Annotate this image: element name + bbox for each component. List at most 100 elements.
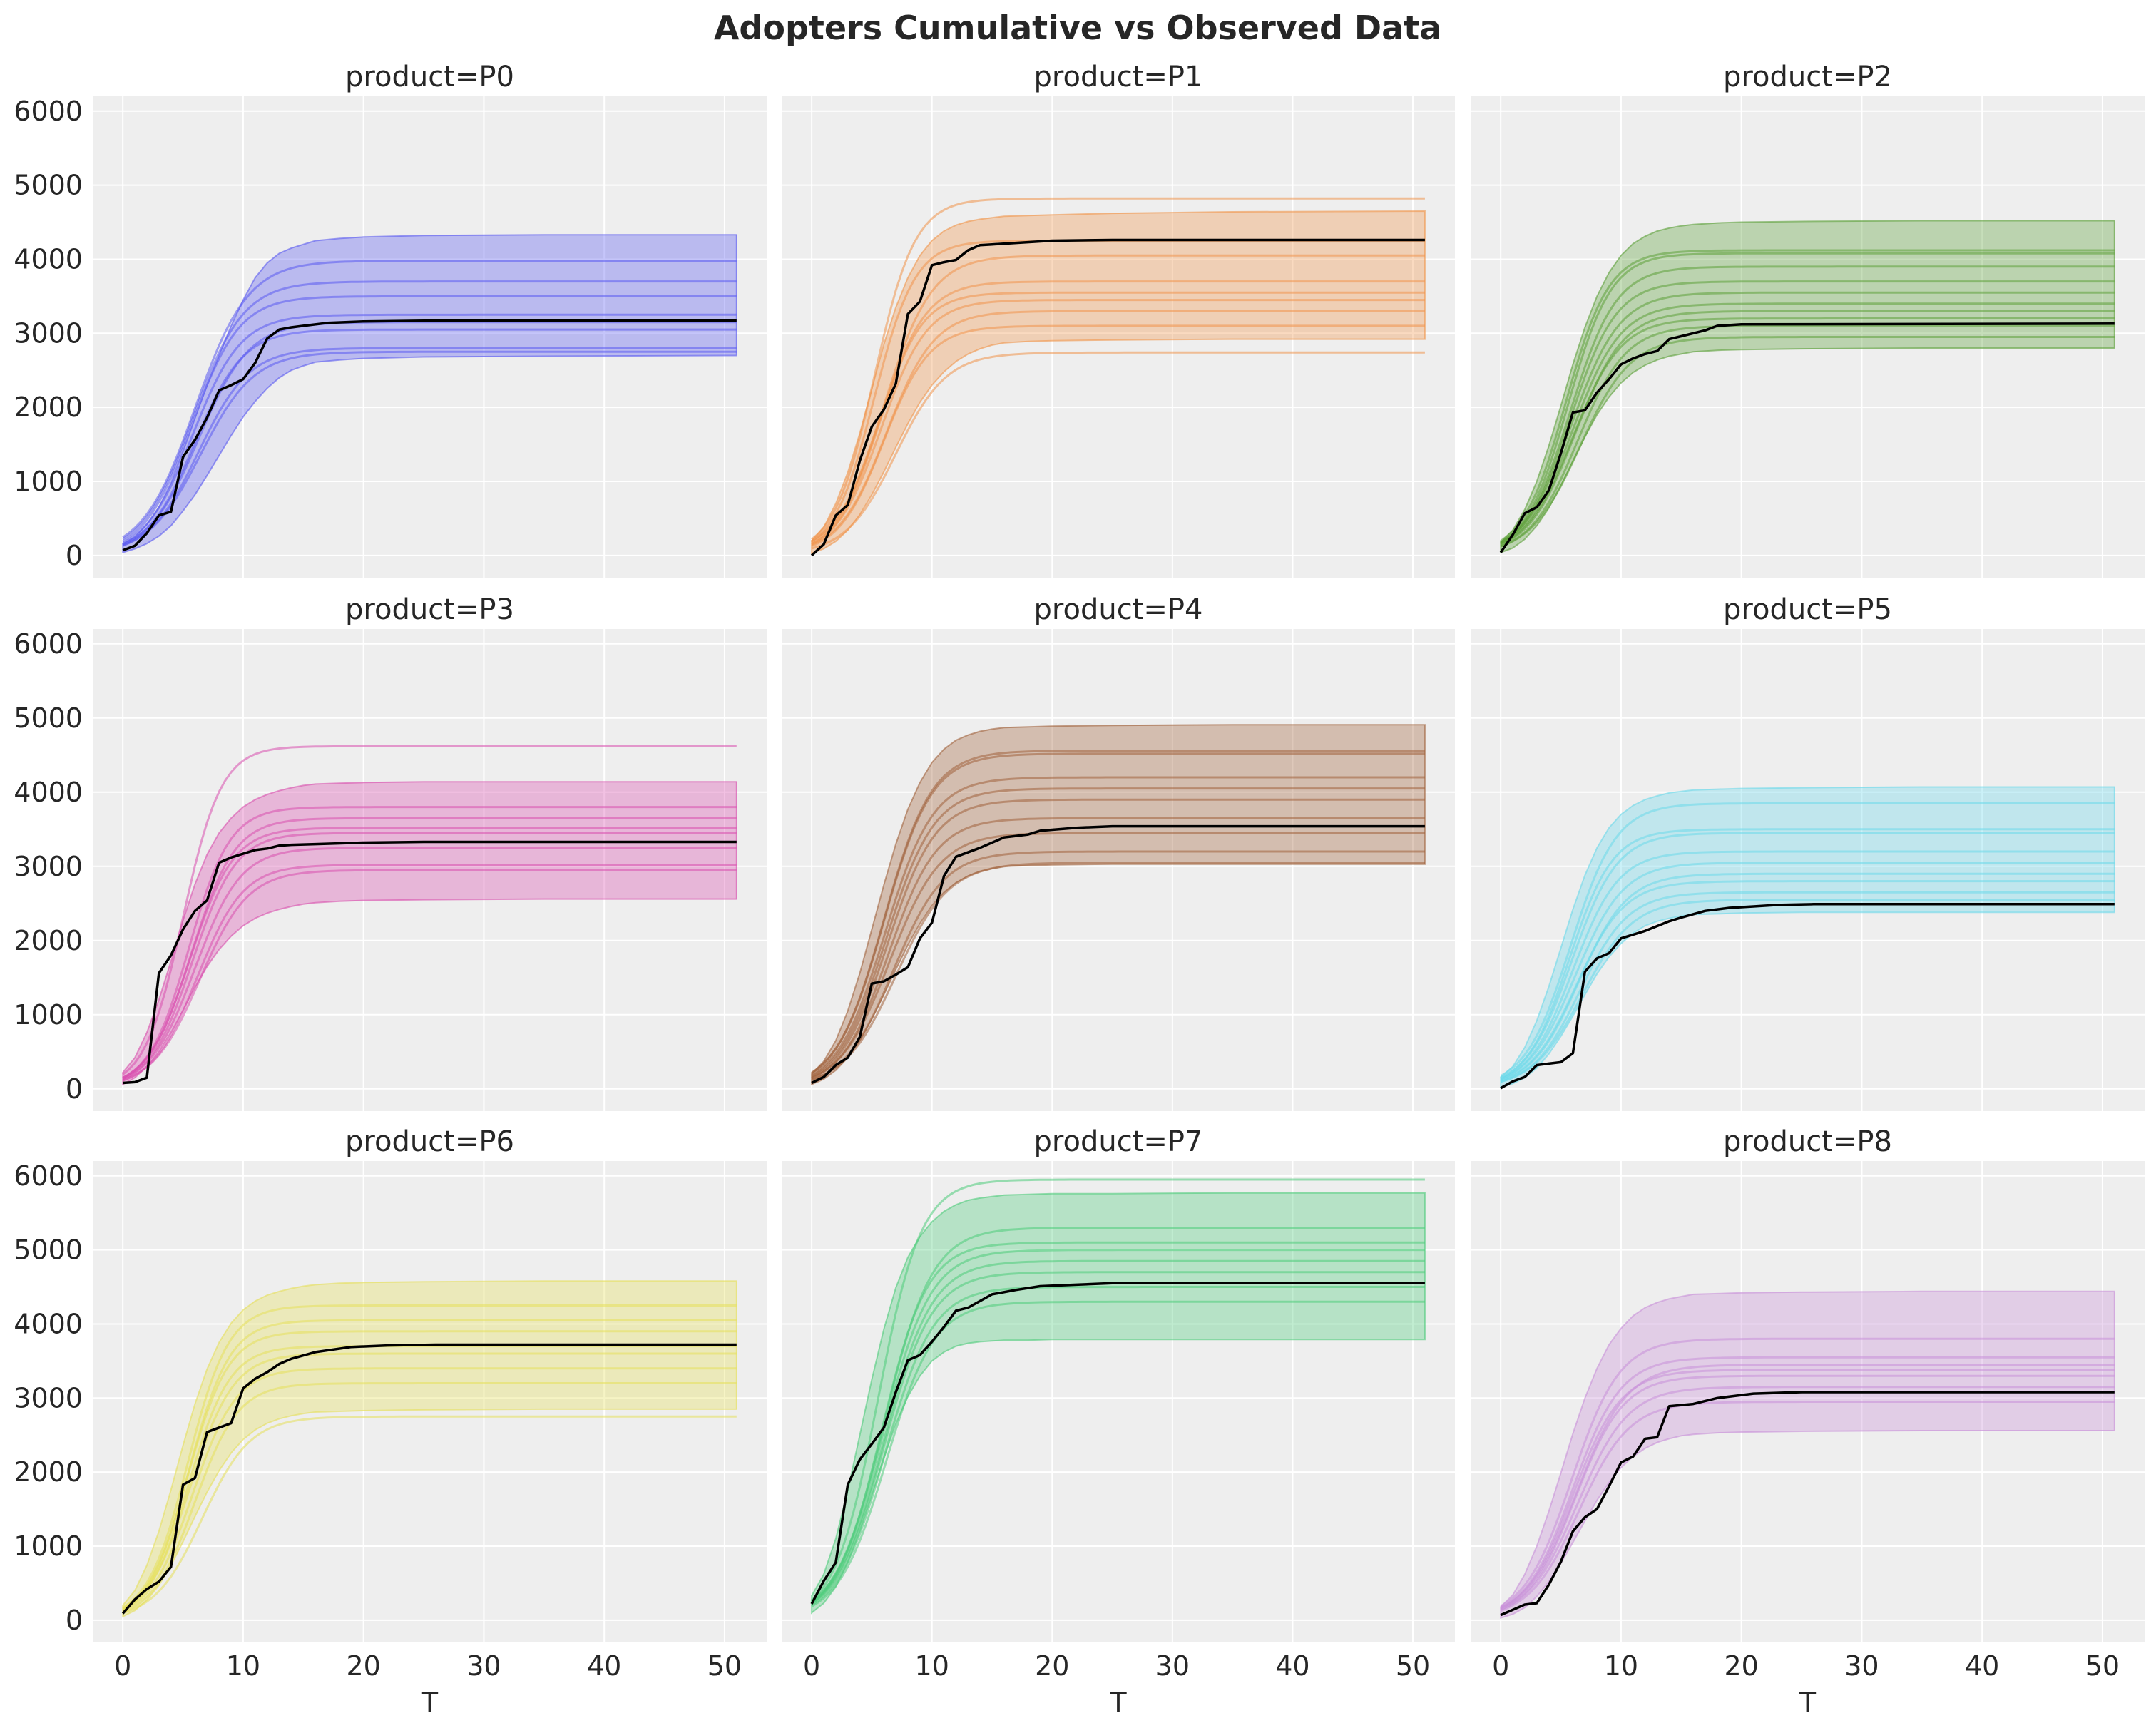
sample-curve: [811, 1259, 1425, 1605]
sample-curve: [811, 798, 1425, 1078]
panel-5: product=P5: [1471, 593, 2145, 1111]
sample-curve: [811, 1249, 1425, 1603]
sample-curve: [122, 350, 737, 547]
sample-curve: [811, 1178, 1425, 1602]
x-tick-label: 10: [1604, 1650, 1638, 1682]
y-tick-label: 0: [66, 1073, 83, 1105]
sample-curve: [1500, 291, 2115, 543]
sample-curve: [1500, 249, 2115, 542]
sample-curve: [811, 1227, 1425, 1602]
x-tick-label: 30: [1844, 1650, 1879, 1682]
sample-curve: [1500, 1386, 2115, 1611]
x-tick-label: 20: [347, 1650, 381, 1682]
sample-curve: [122, 280, 737, 541]
sample-curve: [1500, 310, 2115, 546]
panel-2: product=P2: [1471, 61, 2145, 578]
plot-area: [1471, 629, 2145, 1111]
panel-1: product=P1: [782, 61, 1455, 578]
y-tick-label: 6000: [14, 1160, 83, 1192]
sample-curve: [122, 1304, 737, 1609]
y-tick-label: 2000: [14, 925, 83, 956]
plot-area: [782, 96, 1455, 578]
sample-curve: [122, 1382, 737, 1613]
sample-curve: [1500, 828, 2115, 1080]
x-tick-label: 0: [114, 1650, 131, 1682]
y-tick-label: 5000: [14, 702, 83, 734]
y-tick-label: 1000: [14, 999, 83, 1031]
sample-curve: [1500, 1369, 2115, 1610]
sample-curve: [1500, 899, 2115, 1083]
y-tick-label: 1000: [14, 466, 83, 497]
observed-line: [123, 840, 737, 1085]
sample-curve: [811, 750, 1425, 1074]
x-tick-label: 20: [1725, 1650, 1759, 1682]
y-tick-label: 3000: [14, 1382, 83, 1413]
x-tick-label: 50: [707, 1650, 742, 1682]
y-tick-label: 6000: [14, 628, 83, 660]
x-tick-label: 40: [1275, 1650, 1309, 1682]
y-tick-label: 0: [66, 1605, 83, 1636]
y-tick-label: 6000: [14, 96, 83, 127]
sample-curve: [811, 1271, 1425, 1605]
x-tick-label: 40: [587, 1650, 621, 1682]
x-tick-label: 50: [1396, 1650, 1430, 1682]
sample-curve: [122, 806, 737, 1080]
y-tick-label: 5000: [14, 1234, 83, 1266]
sample-curve: [122, 1415, 737, 1615]
y-tick-label: 4000: [14, 243, 83, 275]
sample-curve: [1500, 252, 2115, 544]
sample-curve: [1500, 862, 2115, 1080]
panel-0: product=P0 0 1000 2000 3000 4000 5000 6000: [14, 61, 767, 578]
sample-curve: [811, 862, 1425, 1081]
observed-line: [1500, 1391, 2115, 1617]
sample-curve: [122, 869, 737, 1082]
x-tick-label: 40: [1965, 1650, 1999, 1682]
panel-grid: product=P00100020003000400050006000produ…: [14, 61, 2145, 1719]
sample-curve: [122, 1367, 737, 1612]
sample-curve: [1500, 336, 2115, 548]
sample-curve: [122, 1330, 737, 1610]
sample-curve: [811, 832, 1425, 1079]
sample-curve: [811, 324, 1425, 548]
sample-curve: [1500, 1356, 2115, 1609]
panel-8: product=P8 0 10 20 30 40 50 T: [1471, 1125, 2145, 1719]
sample-curve: [122, 321, 737, 546]
y-tick-label: 3000: [14, 851, 83, 882]
y-tick-label: 2000: [14, 1456, 83, 1488]
x-tick-label: 30: [466, 1650, 501, 1682]
sample-curve: [122, 817, 737, 1079]
sample-curve: [811, 310, 1425, 546]
panel-title: product=P3: [345, 593, 514, 626]
panel-title: product=P0: [345, 61, 514, 93]
panel-title: product=P5: [1723, 593, 1892, 626]
sample-curve: [1500, 1337, 2115, 1607]
sample-curve: [122, 847, 737, 1080]
sample-curve: [811, 787, 1425, 1077]
y-tick-label: 4000: [14, 1308, 83, 1339]
panel-title: product=P2: [1723, 61, 1892, 93]
x-tick-label: 20: [1035, 1650, 1069, 1682]
sample-curve: [1500, 802, 2115, 1077]
panel-title: product=P7: [1034, 1125, 1203, 1158]
sample-curve: [811, 351, 1425, 550]
observed-line: [121, 1343, 737, 1615]
sample-curve: [811, 197, 1425, 541]
observed-line: [810, 238, 1425, 557]
y-tick-label: 4000: [14, 777, 83, 808]
sample-curve: [811, 291, 1425, 546]
sample-curve: [122, 1345, 737, 1611]
observed-line: [122, 319, 737, 552]
x-axis-label: T: [1799, 1687, 1817, 1719]
sample-curve: [811, 817, 1425, 1080]
x-axis-label: T: [421, 1687, 439, 1719]
y-tick-label: 1000: [14, 1530, 83, 1562]
sample-curve: [122, 864, 737, 1082]
sample-curve: [1500, 850, 2115, 1080]
sample-curve: [1500, 1401, 2115, 1612]
sample-curve: [811, 299, 1425, 546]
panel-title: product=P8: [1723, 1125, 1892, 1158]
panel-3: product=P3 0 1000 2000 3000 4000 5000 6000: [14, 593, 767, 1111]
sample-curve: [811, 776, 1425, 1076]
figure-title: Adopters Cumulative vs Observed Data: [714, 9, 1441, 47]
hdi-band: [1500, 1290, 2115, 1620]
